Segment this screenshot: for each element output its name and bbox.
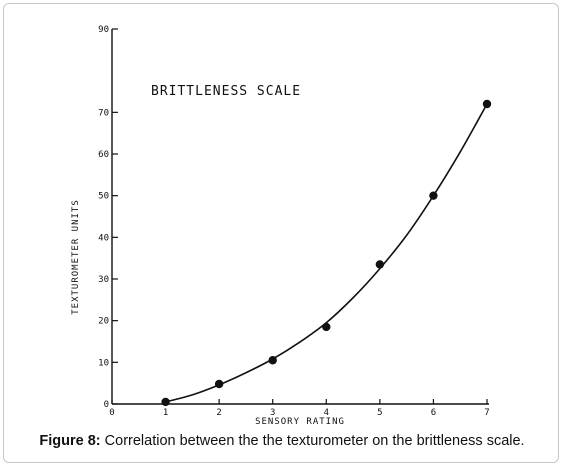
data-points-layer bbox=[161, 99, 492, 407]
y-tick-label: 90 bbox=[98, 25, 109, 35]
x-axis-title: SENSORY RATING bbox=[255, 417, 345, 427]
data-point bbox=[429, 191, 438, 200]
y-tick-label: 0 bbox=[104, 400, 109, 410]
x-tick-label: 3 bbox=[270, 408, 275, 418]
x-tick-label: 7 bbox=[484, 408, 489, 418]
data-point bbox=[214, 379, 224, 389]
caption-text: Correlation between the the texturometer… bbox=[100, 433, 525, 449]
y-tick-label: 50 bbox=[98, 192, 109, 202]
y-tick-label: 70 bbox=[98, 108, 109, 118]
data-point bbox=[161, 397, 170, 407]
y-tick-label: 20 bbox=[98, 317, 109, 327]
y-tick-label: 10 bbox=[98, 358, 109, 368]
data-point bbox=[482, 99, 492, 109]
x-tick-label: 0 bbox=[109, 408, 114, 418]
chart-title: BRITTLENESS SCALE bbox=[151, 84, 301, 99]
y-tick-label: 60 bbox=[98, 150, 109, 160]
x-tick-label: 4 bbox=[324, 408, 329, 418]
fit-curve-layer bbox=[165, 103, 488, 403]
figure-caption: Figure 8: Correlation between the the te… bbox=[0, 433, 564, 449]
data-point bbox=[268, 356, 277, 365]
data-point bbox=[375, 260, 385, 269]
x-tick-label: 2 bbox=[216, 408, 221, 418]
data-point bbox=[322, 322, 331, 332]
x-tick-label: 1 bbox=[163, 408, 168, 418]
x-tick-label: 5 bbox=[377, 408, 382, 418]
y-tick-label: 30 bbox=[98, 275, 109, 285]
axes: 0 10 20 30 40 50 60 70 90 0 1 2 3 4 5 6 7 bbox=[98, 25, 490, 418]
caption-label: Figure 8: bbox=[39, 433, 101, 449]
fit-curve bbox=[165, 103, 488, 403]
y-axis-title: TEXTUROMETER UNITS bbox=[71, 199, 81, 315]
y-tick-label: 40 bbox=[98, 233, 109, 243]
x-tick-label: 6 bbox=[431, 408, 436, 418]
figure-frame bbox=[3, 3, 559, 463]
brittleness-chart: BRITTLENESS SCALE TEXTUROMETER UNITS SEN… bbox=[71, 25, 492, 427]
